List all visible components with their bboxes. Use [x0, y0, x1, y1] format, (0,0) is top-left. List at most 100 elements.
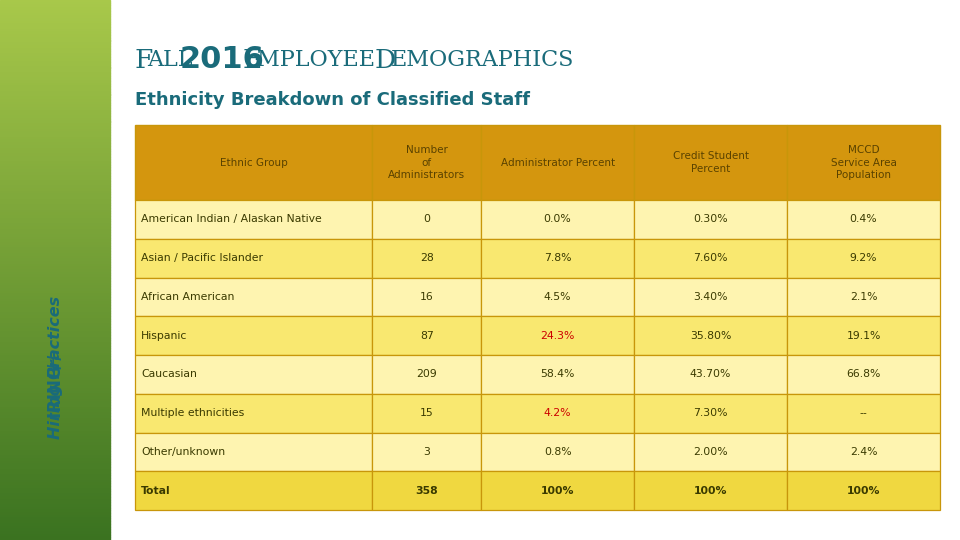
Bar [481, 200, 635, 239]
Text: 58.4%: 58.4% [540, 369, 575, 380]
Bar [481, 355, 635, 394]
Bar [372, 433, 481, 471]
Text: 15: 15 [420, 408, 434, 418]
Text: 87: 87 [420, 330, 434, 341]
Bar [787, 471, 940, 510]
Bar [635, 471, 787, 510]
Text: F: F [135, 48, 154, 72]
Bar [372, 278, 481, 316]
Text: 24.3%: 24.3% [540, 330, 575, 341]
Text: EMOGRAPHICS: EMOGRAPHICS [391, 49, 574, 71]
Text: 0.8%: 0.8% [543, 447, 571, 457]
Bar [481, 278, 635, 316]
Text: Hispanic: Hispanic [141, 330, 187, 341]
Text: Credit Student
Percent: Credit Student Percent [673, 151, 749, 174]
Text: 100%: 100% [540, 485, 574, 496]
Text: 100%: 100% [694, 485, 728, 496]
Bar [135, 355, 372, 394]
Bar [787, 316, 940, 355]
Bar [481, 471, 635, 510]
Text: Asian / Pacific Islander: Asian / Pacific Islander [141, 253, 263, 263]
Text: 2.4%: 2.4% [850, 447, 877, 457]
Text: MPLOYEE: MPLOYEE [257, 49, 382, 71]
Text: 9.2%: 9.2% [850, 253, 877, 263]
Bar [787, 278, 940, 316]
Text: 0: 0 [423, 214, 430, 225]
Text: Other/unknown: Other/unknown [141, 447, 226, 457]
Text: 35.80%: 35.80% [690, 330, 732, 341]
Bar [635, 433, 787, 471]
Bar [135, 239, 372, 278]
Bar [135, 316, 372, 355]
Text: 43.70%: 43.70% [690, 369, 732, 380]
Text: 16: 16 [420, 292, 434, 302]
Text: MCCD
Service Area
Population: MCCD Service Area Population [830, 145, 897, 180]
Text: 0.30%: 0.30% [693, 214, 728, 225]
Bar [135, 471, 372, 510]
Bar [635, 200, 787, 239]
Text: 3.40%: 3.40% [693, 292, 728, 302]
Text: 2.1%: 2.1% [850, 292, 877, 302]
Text: IRING: IRING [47, 360, 64, 418]
Bar [481, 433, 635, 471]
Text: Total: Total [141, 485, 171, 496]
Text: E: E [243, 48, 262, 72]
Bar [372, 200, 481, 239]
Bar [372, 125, 481, 200]
Text: H: H [46, 354, 65, 369]
Bar [135, 394, 372, 433]
Bar [135, 278, 372, 316]
Bar [481, 239, 635, 278]
Bar [372, 316, 481, 355]
Text: 358: 358 [416, 485, 438, 496]
Bar [635, 278, 787, 316]
Bar [135, 200, 372, 239]
Text: Ethnicity Breakdown of Classified Staff: Ethnicity Breakdown of Classified Staff [135, 91, 530, 109]
Text: 4.2%: 4.2% [544, 408, 571, 418]
Bar [135, 433, 372, 471]
Text: 0.4%: 0.4% [850, 214, 877, 225]
Text: --: -- [859, 408, 868, 418]
Text: 100%: 100% [847, 485, 880, 496]
Bar [372, 355, 481, 394]
Text: 3: 3 [423, 447, 430, 457]
Bar [372, 239, 481, 278]
Bar [635, 239, 787, 278]
Text: Hiring Practices: Hiring Practices [48, 295, 63, 439]
Text: 4.5%: 4.5% [544, 292, 571, 302]
Text: 7.30%: 7.30% [693, 408, 728, 418]
Text: Multiple ethnicities: Multiple ethnicities [141, 408, 244, 418]
Bar [481, 394, 635, 433]
Text: Administrator Percent: Administrator Percent [500, 158, 614, 167]
Text: 66.8%: 66.8% [847, 369, 880, 380]
Bar [135, 125, 372, 200]
Bar [372, 394, 481, 433]
Text: Number
of
Administrators: Number of Administrators [388, 145, 466, 180]
Bar [787, 433, 940, 471]
Bar [787, 125, 940, 200]
Bar [372, 471, 481, 510]
Bar [481, 316, 635, 355]
Text: 2.00%: 2.00% [693, 447, 728, 457]
Text: 0.0%: 0.0% [543, 214, 571, 225]
Text: 209: 209 [417, 369, 437, 380]
Text: 28: 28 [420, 253, 434, 263]
Text: African American: African American [141, 292, 234, 302]
Bar [787, 239, 940, 278]
Bar [787, 394, 940, 433]
Bar [635, 316, 787, 355]
Text: Caucasian: Caucasian [141, 369, 197, 380]
Text: Ethnic Group: Ethnic Group [220, 158, 288, 167]
Text: ALL: ALL [147, 49, 200, 71]
Text: American Indian / Alaskan Native: American Indian / Alaskan Native [141, 214, 322, 225]
Text: 7.8%: 7.8% [544, 253, 571, 263]
Text: 19.1%: 19.1% [847, 330, 880, 341]
Bar [635, 394, 787, 433]
Text: 7.60%: 7.60% [693, 253, 728, 263]
Text: D: D [375, 48, 396, 72]
Bar [787, 355, 940, 394]
Bar [787, 200, 940, 239]
Bar [635, 355, 787, 394]
Bar [635, 125, 787, 200]
Text: 2016: 2016 [180, 45, 265, 75]
